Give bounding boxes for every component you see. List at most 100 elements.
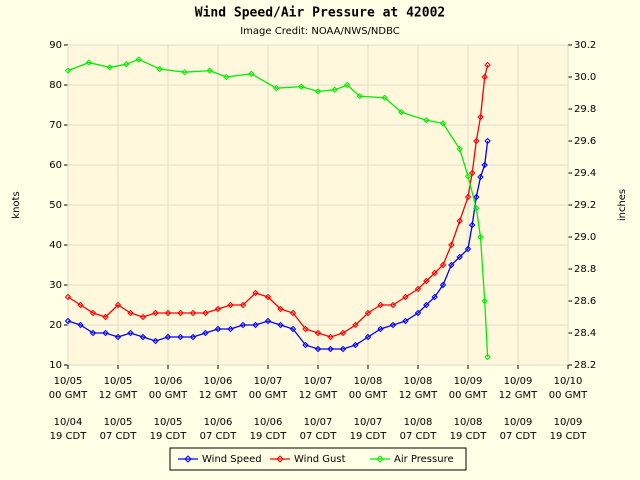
data-point xyxy=(456,253,463,261)
data-point xyxy=(102,313,109,321)
data-point xyxy=(277,305,284,313)
data-point xyxy=(177,333,184,341)
data-point xyxy=(473,193,480,201)
y2-tick-label: 28.8 xyxy=(574,264,596,275)
y2-tick-label: 29.8 xyxy=(574,104,596,115)
data-point xyxy=(456,217,463,225)
data-point xyxy=(114,301,122,309)
x-tick-label-local: 10/06 xyxy=(254,417,283,428)
data-point xyxy=(364,309,372,317)
data-point xyxy=(135,56,143,63)
data-point xyxy=(331,86,338,94)
x-tick-label: 10/08 xyxy=(354,376,383,387)
y2-tick-label: 29.6 xyxy=(574,136,596,147)
legend-label: Air Pressure xyxy=(394,454,454,465)
data-point xyxy=(139,333,147,341)
data-point xyxy=(177,309,184,317)
data-point xyxy=(464,172,472,180)
y-tick-label: 90 xyxy=(49,40,62,51)
x-tick-label-local: 10/09 xyxy=(504,417,533,428)
x-tick-label-local: 19 CDT xyxy=(450,431,488,442)
data-point xyxy=(64,67,72,74)
data-point xyxy=(314,88,322,95)
y-tick-label: 30 xyxy=(49,280,62,291)
data-point xyxy=(448,241,455,249)
data-point xyxy=(273,84,280,92)
data-point xyxy=(114,333,122,341)
data-point xyxy=(481,161,488,169)
data-point xyxy=(102,329,109,337)
data-point xyxy=(468,221,476,229)
y2-tick-label: 28.4 xyxy=(574,328,596,339)
x-tick-label-local: 10/04 xyxy=(54,417,83,428)
data-point xyxy=(223,73,230,81)
x-tick-label: 00 GMT xyxy=(49,390,88,401)
legend-marker xyxy=(376,455,384,463)
data-point xyxy=(477,173,484,181)
y2-tick-label: 29.4 xyxy=(574,168,596,179)
x-tick-label: 10/06 xyxy=(154,376,183,387)
chart-subtitle: Image Credit: NOAA/NWS/NDBC xyxy=(240,26,400,37)
data-point xyxy=(89,329,97,337)
data-point xyxy=(423,116,430,124)
y2-tick-label: 29.2 xyxy=(574,200,596,211)
data-point xyxy=(189,333,197,341)
x-tick-label: 10/10 xyxy=(554,376,583,387)
data-point xyxy=(402,293,409,301)
x-tick-label: 12 GMT xyxy=(499,390,538,401)
x-tick-label-local: 07 CDT xyxy=(500,431,538,442)
data-point xyxy=(298,83,305,90)
data-point xyxy=(227,301,234,309)
data-point xyxy=(152,309,159,317)
data-point xyxy=(302,325,309,333)
data-point xyxy=(264,293,272,301)
y2-tick-label: 28.2 xyxy=(574,360,596,371)
data-point xyxy=(85,59,93,66)
y-tick-label: 10 xyxy=(49,360,62,371)
y-tick-label: 20 xyxy=(49,320,62,331)
legend xyxy=(169,447,467,471)
data-point xyxy=(314,345,322,353)
data-point xyxy=(473,204,480,212)
data-point xyxy=(352,341,359,349)
data-point xyxy=(302,341,309,349)
data-point xyxy=(423,277,430,285)
data-point xyxy=(364,333,372,341)
data-point xyxy=(248,70,255,78)
x-tick-label-local: 10/07 xyxy=(304,417,333,428)
data-point xyxy=(484,137,491,145)
data-point xyxy=(423,301,430,309)
data-point xyxy=(214,325,222,333)
data-point xyxy=(64,293,72,301)
data-point xyxy=(206,67,213,74)
x-tick-label-local: 07 CDT xyxy=(400,431,438,442)
data-point xyxy=(439,281,447,289)
y-tick-label: 50 xyxy=(49,200,62,211)
data-point xyxy=(381,94,388,102)
data-point xyxy=(289,309,297,317)
data-point xyxy=(414,309,422,317)
x-tick-label-local: 10/07 xyxy=(354,417,383,428)
x-tick-label-local: 19 CDT xyxy=(550,431,588,442)
data-point xyxy=(439,120,447,127)
x-tick-label-local: 10/08 xyxy=(454,417,483,428)
data-point xyxy=(164,309,172,317)
x-tick-label: 10/07 xyxy=(304,376,333,387)
data-point xyxy=(252,289,259,297)
data-point xyxy=(202,309,209,317)
y-tick-label: 40 xyxy=(49,240,62,251)
y-axis-label: knots xyxy=(11,191,22,218)
x-tick-label-local: 19 CDT xyxy=(250,431,288,442)
x-tick-label-local: 07 CDT xyxy=(200,431,238,442)
x-tick-label: 10/05 xyxy=(54,376,83,387)
data-point xyxy=(468,169,476,177)
data-point xyxy=(481,73,488,81)
data-point xyxy=(456,145,463,153)
data-point xyxy=(484,353,491,361)
legend-marker xyxy=(276,455,284,463)
x-tick-label-local: 10/08 xyxy=(404,417,433,428)
x-tick-label-local: 10/09 xyxy=(554,417,583,428)
data-point xyxy=(252,321,259,329)
legend-marker xyxy=(184,455,192,463)
